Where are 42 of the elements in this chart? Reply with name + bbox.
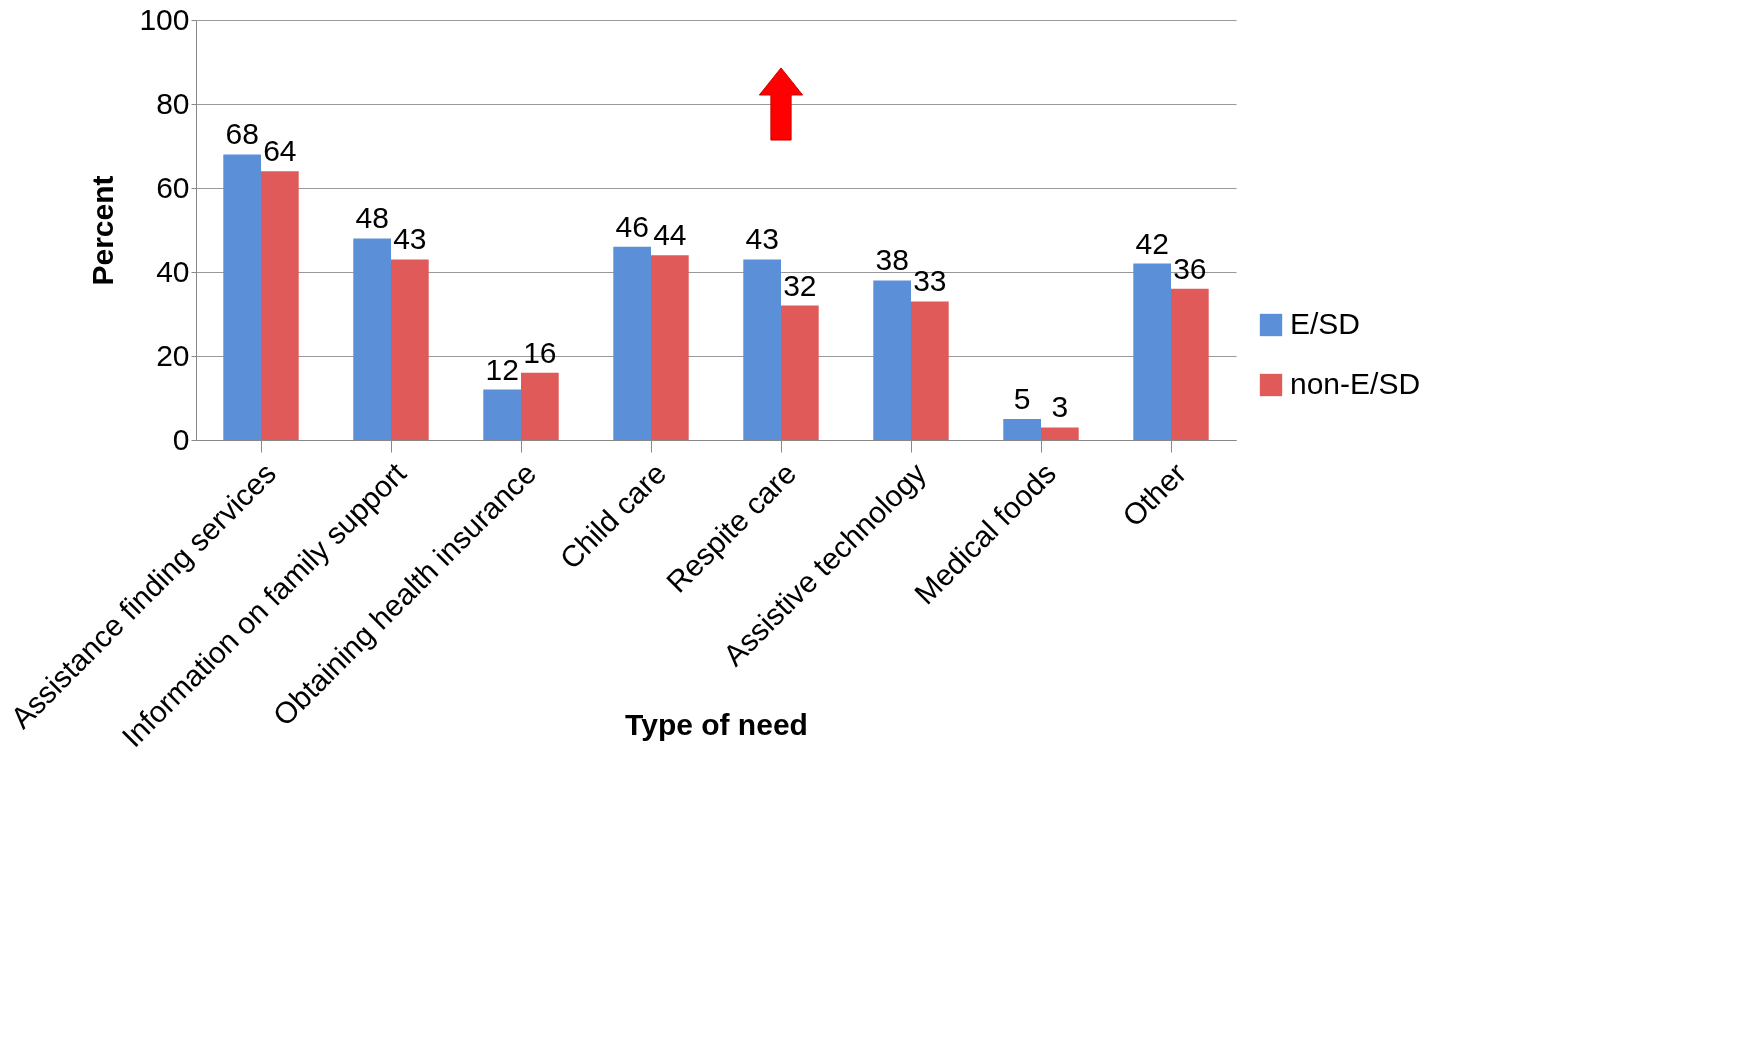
bar <box>911 301 949 440</box>
bar <box>223 154 261 440</box>
data-label: 48 <box>355 201 389 235</box>
bar <box>613 246 651 440</box>
y-tick-label: 0 <box>172 422 190 456</box>
data-label: 42 <box>1135 226 1169 260</box>
data-label: 12 <box>485 352 519 386</box>
y-tick-label: 100 <box>139 2 190 36</box>
bar <box>1003 419 1041 440</box>
bar <box>873 280 911 440</box>
data-label: 32 <box>783 268 817 302</box>
data-label: 38 <box>875 243 909 277</box>
x-axis-title: Type of need <box>625 707 808 741</box>
data-label: 43 <box>745 222 779 256</box>
legend-label: non-E/SD <box>1290 367 1421 400</box>
legend-label: E/SD <box>1290 307 1361 340</box>
data-label: 5 <box>1013 382 1031 415</box>
data-label: 46 <box>615 209 649 243</box>
data-label: 3 <box>1051 390 1069 424</box>
y-tick-label: 60 <box>156 170 190 204</box>
bar <box>521 372 559 440</box>
bar <box>1041 427 1079 440</box>
data-label: 33 <box>913 264 947 298</box>
data-label: 16 <box>523 335 557 369</box>
bar <box>483 389 521 440</box>
bar <box>261 171 299 440</box>
data-label: 43 <box>393 222 427 256</box>
data-label: 68 <box>225 117 259 151</box>
bar <box>743 259 781 440</box>
data-label: 64 <box>263 134 297 168</box>
y-axis-title: Percent <box>86 175 120 286</box>
bar <box>391 259 429 440</box>
bar <box>1133 263 1171 440</box>
bar <box>651 255 689 440</box>
data-label: 36 <box>1173 251 1207 285</box>
y-tick-label: 20 <box>156 338 190 372</box>
y-tick-label: 40 <box>156 254 190 288</box>
bar <box>1171 288 1209 440</box>
y-tick-label: 80 <box>156 86 190 120</box>
data-label: 44 <box>653 218 687 252</box>
bar <box>781 305 819 440</box>
bar <box>353 238 391 440</box>
